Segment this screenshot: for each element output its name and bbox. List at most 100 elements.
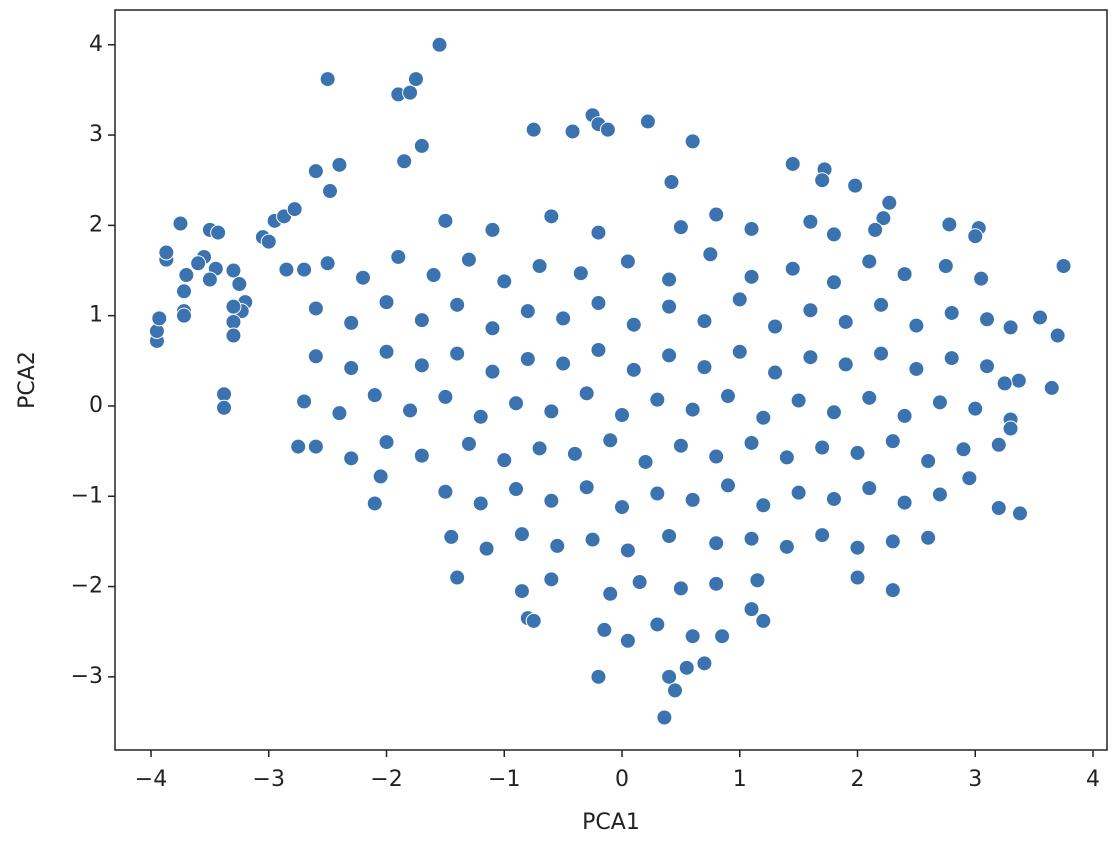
scatter-point: [599, 121, 616, 138]
scatter-point: [531, 257, 548, 274]
scatter-point: [837, 313, 854, 330]
scatter-point: [519, 351, 536, 368]
scatter-point: [708, 448, 725, 465]
scatter-point: [460, 435, 477, 452]
scatter-point: [449, 296, 466, 313]
scatter-point: [931, 486, 948, 503]
scatter-point: [460, 251, 477, 268]
x-tick-label: 3: [968, 767, 982, 792]
scatter-point: [190, 255, 207, 272]
scatter-point: [566, 445, 583, 462]
scatter-point: [896, 407, 913, 424]
scatter-point: [825, 274, 842, 291]
scatter-point: [496, 273, 513, 290]
scatter-point: [849, 569, 866, 586]
scatter-point: [225, 262, 242, 279]
scatter-point: [513, 526, 530, 543]
x-tick-label: 0: [615, 767, 629, 792]
scatter-point: [413, 357, 430, 374]
scatter-point: [319, 71, 336, 88]
scatter-point: [602, 432, 619, 449]
scatter-point: [731, 291, 748, 308]
scatter-point: [307, 438, 324, 455]
scatter-point: [684, 491, 701, 508]
scatter-point: [201, 271, 218, 288]
y-tick-label: 1: [89, 303, 103, 328]
scatter-point: [484, 221, 501, 238]
scatter-point: [663, 174, 680, 191]
scatter-point: [749, 572, 766, 589]
scatter-point: [825, 490, 842, 507]
scatter-point: [402, 402, 419, 419]
scatter-point: [884, 533, 901, 550]
scatter-point: [784, 155, 801, 172]
scatter-point: [743, 434, 760, 451]
scatter-point: [743, 530, 760, 547]
scatter-point: [1011, 505, 1028, 522]
scatter-point: [802, 213, 819, 230]
scatter-point: [702, 246, 719, 263]
scatter-point: [719, 388, 736, 405]
scatter-point: [696, 359, 713, 376]
scatter-point: [331, 156, 348, 173]
scatter-point: [861, 389, 878, 406]
scatter-point: [714, 628, 731, 645]
scatter-point: [366, 387, 383, 404]
scatter-point: [210, 224, 227, 241]
scatter-point: [661, 271, 678, 288]
scatter-point: [967, 400, 984, 417]
scatter-point: [767, 318, 784, 335]
scatter-point: [407, 71, 424, 88]
scatter-point: [449, 345, 466, 362]
y-axis-label: PCA2: [15, 351, 40, 409]
scatter-point: [216, 386, 233, 403]
scatter-point: [973, 270, 990, 287]
scatter-point: [175, 307, 192, 324]
scatter-point: [661, 527, 678, 544]
points: [148, 36, 1072, 726]
scatter-point: [802, 349, 819, 366]
x-tick-label: −4: [135, 767, 167, 792]
scatter-point: [307, 348, 324, 365]
scatter-point: [322, 183, 339, 200]
scatter-point: [378, 434, 395, 451]
scatter-point: [331, 405, 348, 422]
scatter-point: [778, 449, 795, 466]
scatter-point: [678, 659, 695, 676]
scatter-point: [996, 375, 1013, 392]
scatter-point: [875, 210, 892, 227]
scatter-point: [814, 172, 831, 189]
scatter-point: [175, 283, 192, 300]
scatter-point: [979, 311, 996, 328]
scatter-point: [590, 295, 607, 312]
scatter-point: [990, 499, 1007, 516]
y-tick-label: 4: [89, 32, 103, 57]
scatter-point: [578, 479, 595, 496]
scatter-point: [661, 298, 678, 315]
scatter-point: [656, 709, 673, 726]
y-tick-label: −1: [71, 483, 103, 508]
scatter-point: [619, 253, 636, 270]
scatter-point: [731, 343, 748, 360]
scatter-point: [755, 497, 772, 514]
scatter-point: [625, 316, 642, 333]
scatter-point: [784, 260, 801, 277]
scatter-point: [513, 583, 530, 600]
scatter-point: [625, 361, 642, 378]
scatter-point: [449, 569, 466, 586]
scatter-point: [431, 36, 448, 53]
scatter-point: [743, 268, 760, 285]
scatter-point: [543, 571, 560, 588]
scatter-point: [543, 492, 560, 509]
scatter-point: [413, 137, 430, 154]
scatter-point: [172, 215, 189, 232]
scatter-point: [564, 123, 581, 140]
scatter-point: [286, 201, 303, 218]
scatter-point: [672, 219, 689, 236]
scatter-point: [884, 433, 901, 450]
scatter-point: [319, 255, 336, 272]
scatter-point: [884, 582, 901, 599]
scatter-point: [666, 682, 683, 699]
scatter-point: [590, 668, 607, 685]
